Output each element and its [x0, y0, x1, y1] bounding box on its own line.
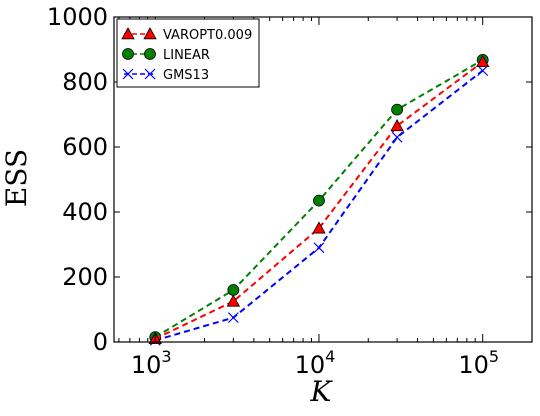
ticks-layer: 0 200 400 600 800 1000 103 104 105 [47, 3, 533, 379]
legend-marker [143, 27, 157, 40]
data-point [227, 284, 240, 296]
legend-items: VAROPT0.009 LINEAR GMS13 [121, 27, 252, 83]
legend-marker [144, 68, 156, 80]
y-tick-label: 1000 [47, 3, 108, 31]
y-tick-label: 800 [62, 68, 108, 96]
x-axis-title: K [310, 375, 334, 408]
legend-label: LINEAR [163, 48, 210, 63]
legend-label: GMS13 [163, 68, 209, 83]
data-point-stroke [313, 242, 325, 254]
legend-box [116, 18, 260, 88]
series-line [154, 61, 484, 340]
data-point-stroke [477, 65, 489, 77]
legend-marker [121, 27, 135, 40]
x-tick-label: 104 [295, 347, 336, 379]
y-tick-label: 400 [62, 198, 108, 226]
y-tick-label: 200 [62, 263, 108, 291]
series-layer [148, 54, 490, 346]
data-point [312, 221, 326, 234]
data-point [391, 131, 403, 143]
data-point [313, 194, 325, 207]
legend-marker [122, 68, 134, 80]
x-tick-label: 105 [458, 347, 499, 379]
legend-marker-stroke [144, 68, 156, 80]
legend-marker [122, 48, 134, 60]
data-point [227, 312, 239, 324]
data-point [477, 65, 489, 77]
legend-marker-stroke [122, 68, 134, 80]
legend-label: VAROPT0.009 [163, 28, 252, 43]
x-tick-label: 103 [131, 347, 172, 379]
data-point-stroke [391, 131, 403, 143]
data-point [226, 294, 241, 307]
y-tick-label: 0 [93, 328, 108, 356]
data-point [313, 242, 325, 254]
data-point [390, 119, 404, 132]
plot-frame [113, 16, 533, 343]
legend-marker [144, 48, 156, 60]
legend: VAROPT0.009 LINEAR GMS13 [116, 18, 260, 88]
data-point [476, 55, 490, 68]
data-point [391, 103, 403, 116]
y-axis-title: ESS [0, 149, 33, 207]
y-tick-label: 600 [62, 133, 108, 161]
data-point-stroke [227, 312, 239, 324]
